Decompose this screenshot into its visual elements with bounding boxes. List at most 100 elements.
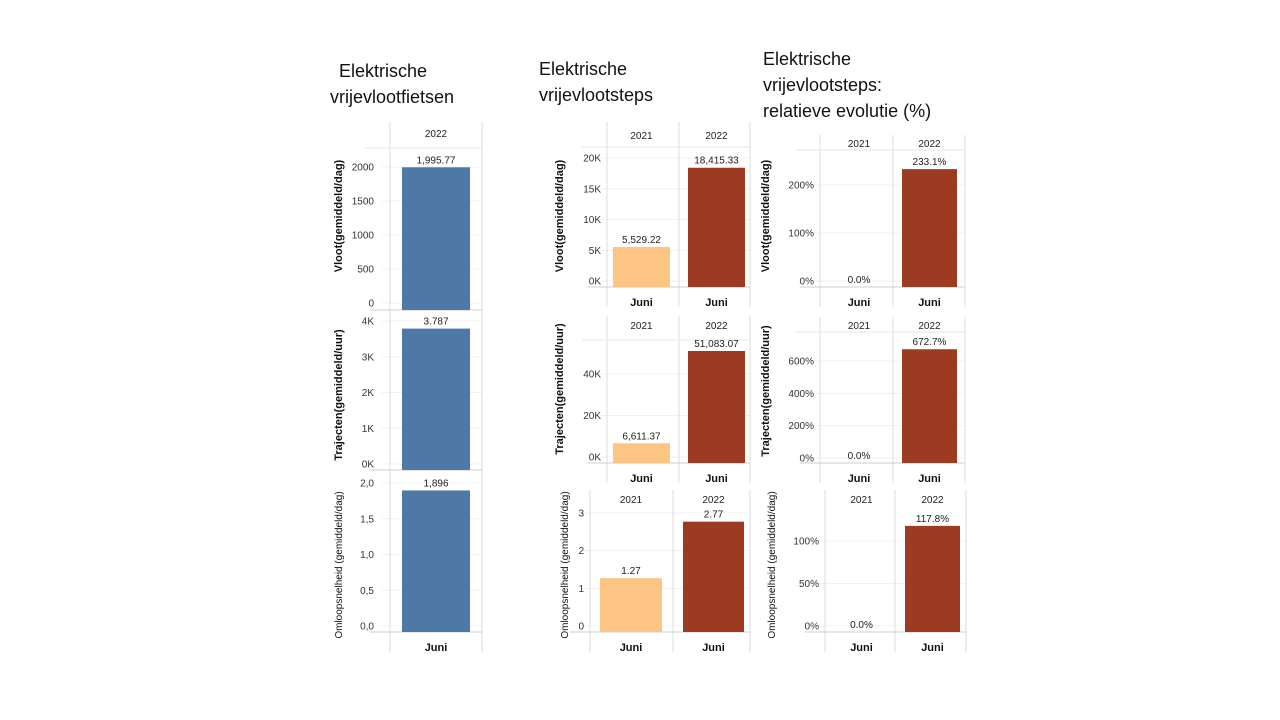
y-tick-label: 2 (578, 546, 584, 557)
y-tick-label: 200% (788, 181, 814, 192)
y-tick-label: 200% (788, 421, 814, 432)
y-tick-label: 1000 (352, 231, 375, 242)
y-tick-label: 0K (362, 460, 375, 471)
bar (402, 328, 470, 470)
x-tick-label: Juni (921, 642, 944, 654)
title-line: vrijevlootfietsen (330, 87, 455, 107)
data-label: 1,995.77 (417, 155, 456, 166)
x-tick-label: Juni (848, 297, 871, 309)
y-tick-label: 0K (589, 453, 602, 464)
y-axis-title: Omloopsnelheid (gemiddeld/dag) (334, 491, 345, 638)
column-header: 2022 (918, 321, 941, 332)
y-tick-label: 20K (583, 411, 601, 422)
title-line: relatieve evolutie (%) (763, 101, 932, 121)
title-line: Elektrische (539, 59, 628, 79)
y-tick-label: 1 (578, 584, 584, 595)
column-header: 2022 (918, 139, 941, 150)
bar (613, 443, 670, 463)
y-tick-label: 400% (788, 389, 814, 400)
y-tick-label: 40K (583, 370, 601, 381)
column-header: 2022 (702, 495, 725, 506)
column-header: 2021 (630, 131, 653, 142)
y-tick-label: 2000 (352, 163, 375, 174)
data-label: 18,415.33 (694, 156, 739, 167)
y-tick-label: 0,5 (360, 586, 374, 597)
data-label: 5,529.22 (622, 235, 661, 246)
y-tick-label: 100% (793, 537, 819, 548)
y-tick-label: 5K (589, 246, 602, 257)
data-label: 51,083.07 (694, 339, 739, 350)
y-axis-title: Trajecten(gemiddeld/uur) (554, 323, 566, 455)
x-tick-label: Juni (630, 297, 653, 309)
data-label: 0.0% (848, 275, 871, 286)
bar (402, 167, 470, 310)
x-tick-label: Juni (850, 642, 873, 654)
data-label: 672.7% (913, 337, 947, 348)
y-tick-label: 1K (362, 424, 375, 435)
title-line: vrijevlootsteps (539, 85, 654, 105)
bar (683, 521, 744, 632)
x-tick-label: Juni (425, 642, 448, 654)
y-tick-label: 2K (362, 388, 375, 399)
y-axis-title: Trajecten(gemiddeld/uur) (333, 329, 345, 461)
data-label: 6,611.37 (622, 431, 661, 442)
y-axis-title: Omloopsnelheid (gemiddeld/dag) (767, 491, 778, 638)
y-tick-label: 0 (578, 622, 584, 633)
data-label: 3.787 (423, 317, 448, 328)
data-label: 0.0% (850, 620, 873, 631)
y-tick-label: 10K (583, 215, 601, 226)
bar (905, 525, 960, 632)
column-header: 2021 (848, 321, 871, 332)
y-tick-label: 50% (799, 579, 819, 590)
column-header: 2021 (620, 495, 643, 506)
bar (600, 578, 662, 632)
y-tick-label: 2,0 (360, 479, 374, 490)
x-tick-label: Juni (918, 473, 941, 485)
y-axis-title: Vloot(gemiddeld/dag) (760, 159, 772, 272)
column-header: 2021 (630, 321, 653, 332)
data-label: 233.1% (913, 157, 947, 168)
title-line: vrijevlootsteps: (763, 75, 883, 95)
y-tick-label: 0,0 (360, 622, 374, 633)
y-tick-label: 0% (800, 277, 815, 288)
y-tick-label: 100% (788, 229, 814, 240)
column-header: 2021 (848, 139, 871, 150)
data-label: 2.77 (704, 510, 724, 521)
title-steps-relative: Elektrische vrijevlootsteps: relatieve e… (763, 46, 931, 124)
y-tick-label: 15K (583, 184, 601, 195)
y-tick-label: 0% (805, 622, 820, 633)
bar (902, 349, 957, 463)
x-tick-label: Juni (848, 473, 871, 485)
y-tick-label: 0% (800, 454, 815, 465)
y-tick-label: 3K (362, 352, 375, 363)
x-tick-label: Juni (705, 473, 728, 485)
column-header: 2022 (921, 495, 944, 506)
bar (688, 351, 745, 463)
y-axis-title: Omloopsnelheid (gemiddeld/dag) (560, 491, 571, 638)
data-label: 1.27 (621, 566, 641, 577)
x-tick-label: Juni (620, 642, 643, 654)
y-tick-label: 600% (788, 357, 814, 368)
y-axis-title: Vloot(gemiddeld/dag) (554, 159, 566, 272)
y-tick-label: 20K (583, 154, 601, 165)
y-tick-label: 500 (357, 265, 374, 276)
column-header: 2022 (425, 129, 448, 140)
y-axis-title: Trajecten(gemiddeld/uur) (760, 325, 772, 457)
bar (613, 246, 670, 287)
y-axis-title: Vloot(gemiddeld/dag) (333, 159, 345, 272)
x-tick-label: Juni (630, 473, 653, 485)
title-fietsen: Elektrische vrijevlootfietsen (330, 58, 454, 110)
data-label: 0.0% (848, 451, 871, 462)
y-tick-label: 1,0 (360, 550, 374, 561)
title-line: Elektrische (339, 61, 428, 81)
bar (402, 490, 470, 632)
bar (902, 169, 957, 287)
y-tick-label: 3 (578, 509, 584, 520)
data-label: 1,896 (423, 478, 448, 489)
title-line: Elektrische (763, 49, 852, 69)
x-tick-label: Juni (705, 297, 728, 309)
x-tick-label: Juni (702, 642, 725, 654)
y-tick-label: 4K (362, 317, 375, 328)
x-tick-label: Juni (918, 297, 941, 309)
